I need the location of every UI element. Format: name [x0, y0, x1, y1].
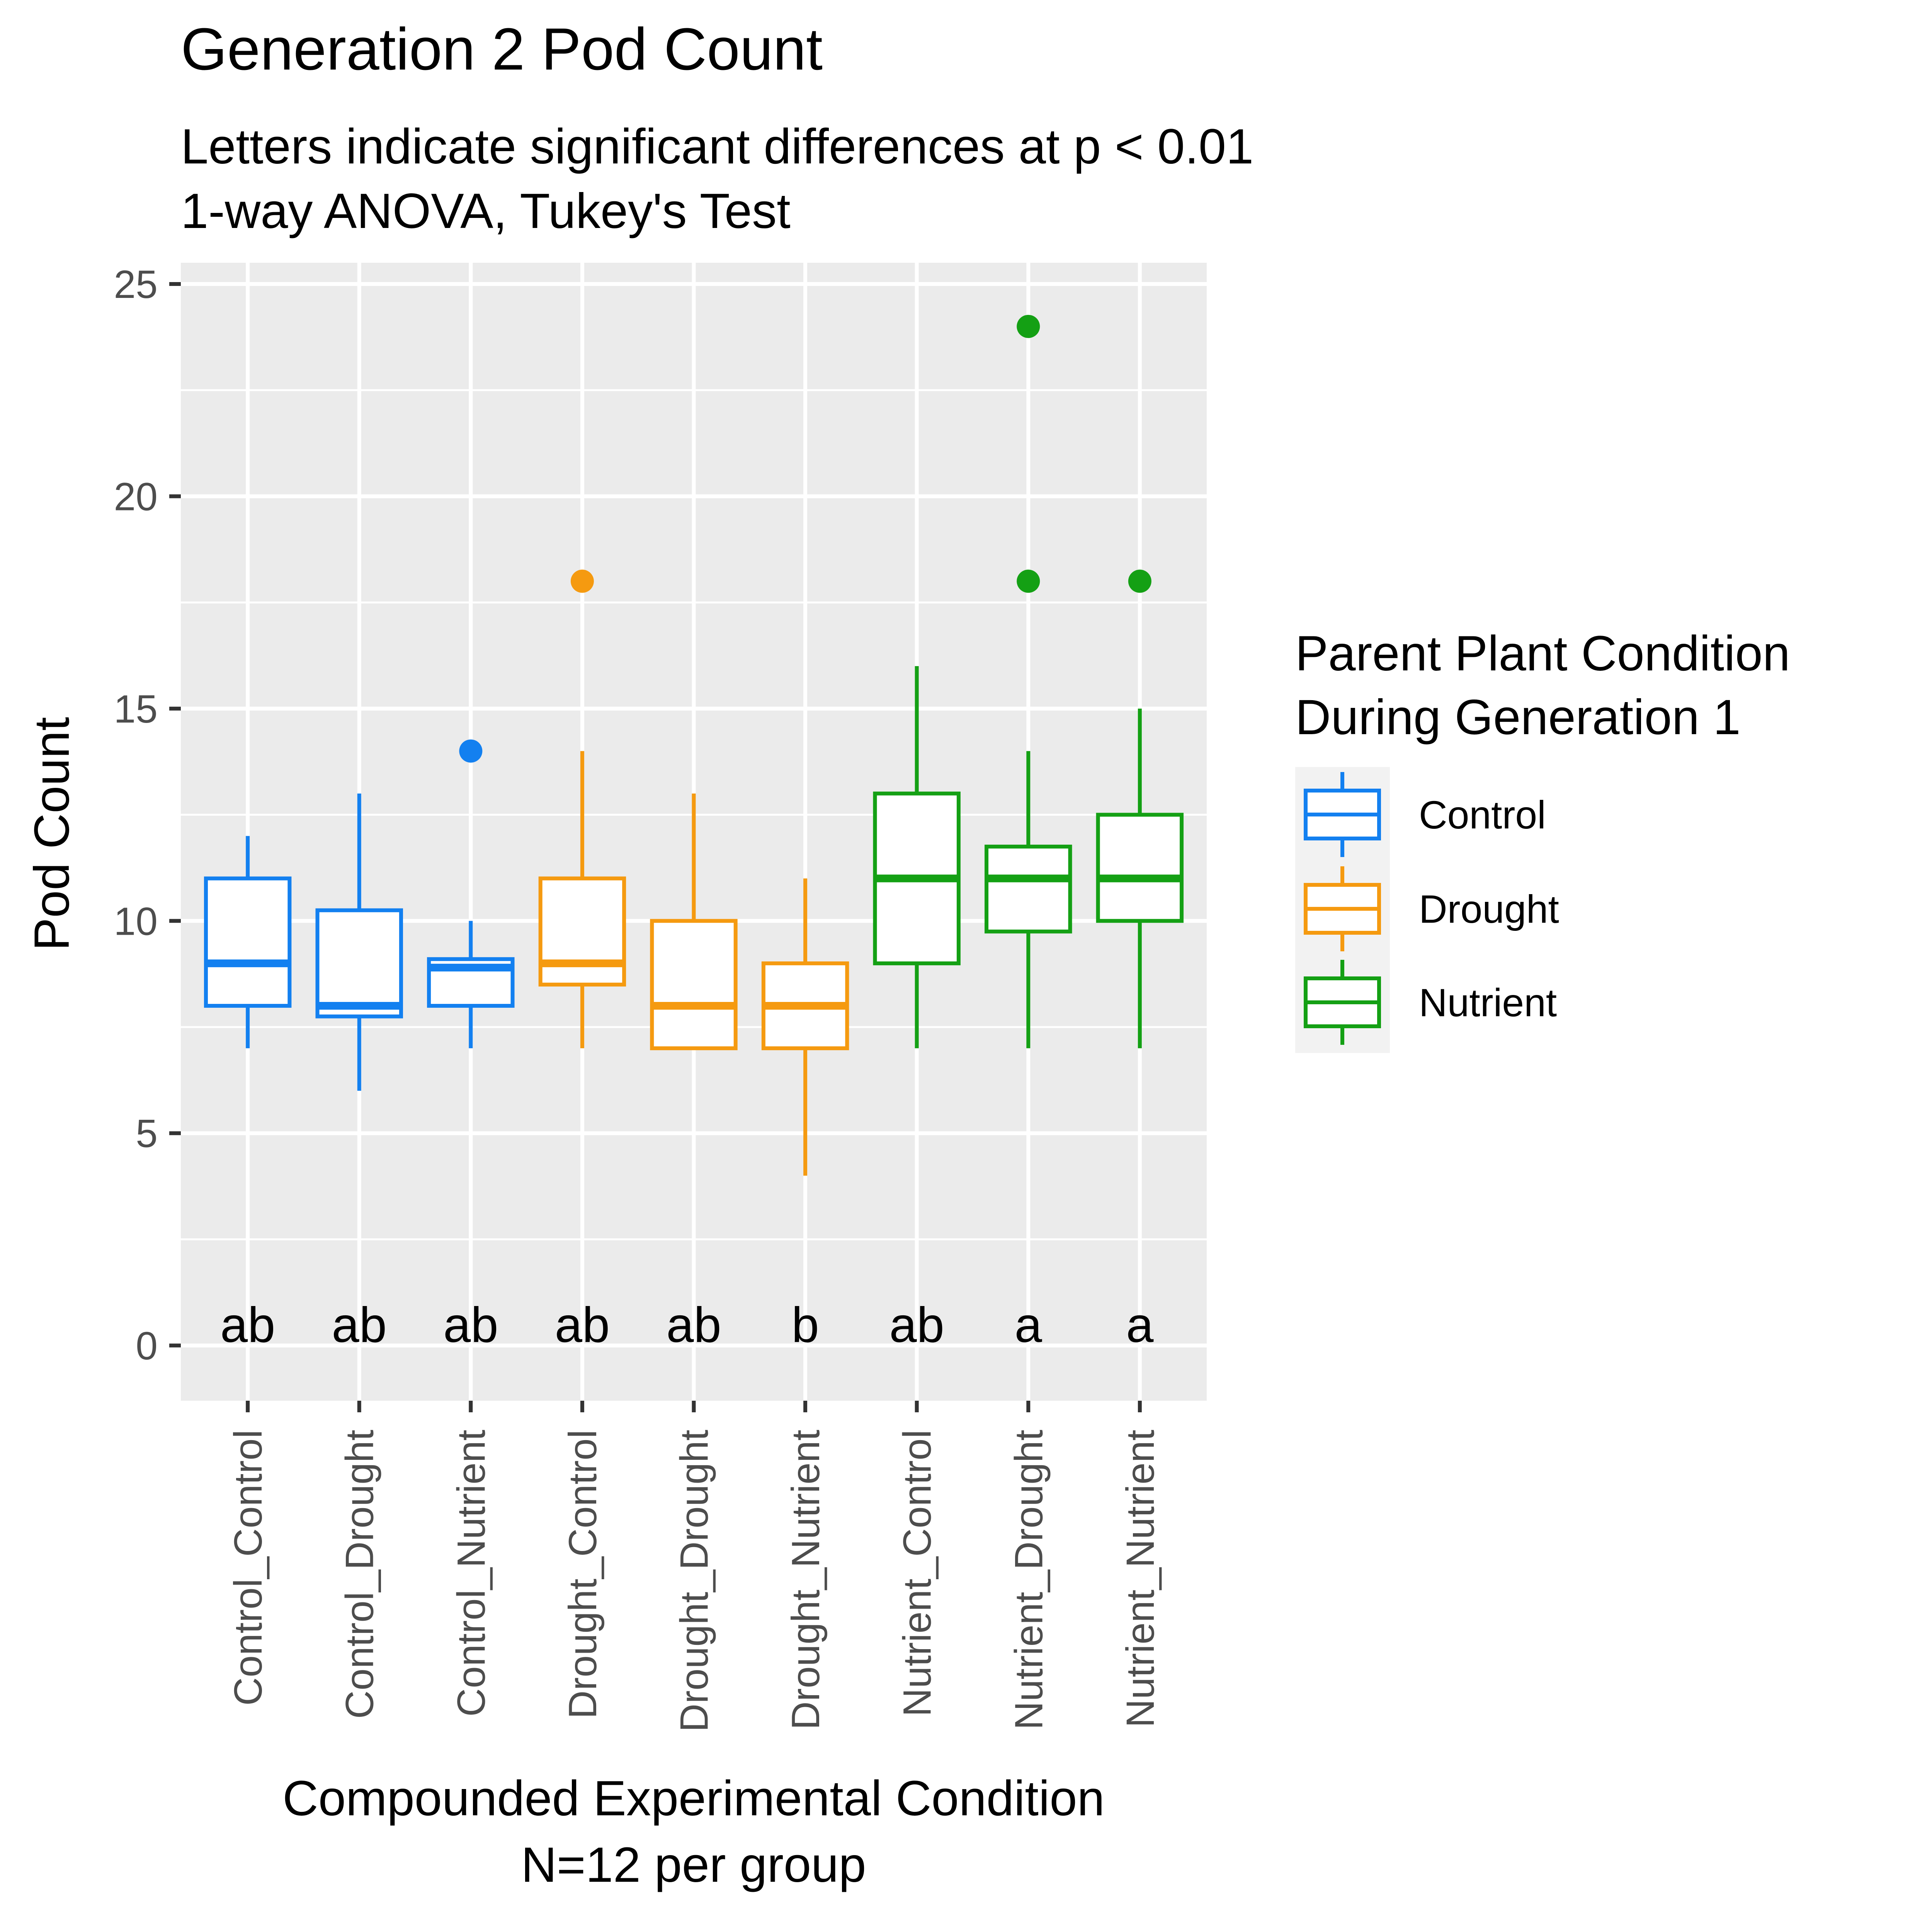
x-tick-label: Drought_Nutrient — [784, 1430, 828, 1730]
chart-subtitle-line-1: Letters indicate significant differences… — [181, 119, 1253, 174]
boxplot-Nutrient_Control — [873, 666, 961, 1048]
significance-letter: a — [1126, 1298, 1154, 1353]
y-tick-label: 15 — [114, 687, 158, 731]
legend-keys: Control Drought Nutrient — [1304, 772, 1559, 1045]
x-tick-label: Control_Control — [226, 1430, 270, 1706]
significance-letter: ab — [666, 1298, 721, 1353]
y-axis-title: Pod Count — [24, 717, 80, 951]
significance-letter: a — [1015, 1298, 1043, 1353]
significance-letter: b — [791, 1298, 819, 1353]
significance-letter: ab — [443, 1298, 498, 1353]
legend-label: Control — [1419, 793, 1546, 837]
boxplot-series — [204, 315, 1184, 1176]
x-axis: Control_Control Control_Drought Control_Nu… — [226, 1401, 1162, 1732]
y-tick-label: 25 — [114, 262, 158, 306]
outlier-point — [459, 739, 483, 763]
x-axis-title-line-2: N=12 per group — [521, 1837, 866, 1893]
x-tick-label: Control_Drought — [338, 1430, 382, 1719]
boxplot-Control_Drought — [315, 793, 403, 1091]
outlier-point — [1017, 315, 1040, 338]
y-tick-label: 10 — [114, 899, 158, 943]
boxplot-Control_Control — [204, 836, 292, 1048]
legend-title-line-2: During Generation 1 — [1295, 690, 1741, 745]
box-iqr — [315, 908, 403, 1019]
box-iqr — [204, 876, 292, 1008]
significance-letter: ab — [332, 1298, 387, 1353]
legend-label: Drought — [1419, 887, 1559, 931]
significance-letter: ab — [220, 1298, 275, 1353]
legend-entry-control: Control — [1304, 772, 1546, 857]
outlier-point — [1128, 570, 1151, 593]
boxplot-Drought_Drought — [650, 793, 738, 1050]
boxplot-Drought_Nutrient — [761, 878, 849, 1176]
boxplot-Nutrient_Nutrient — [1096, 570, 1184, 1048]
legend-entry-nutrient: Nutrient — [1304, 960, 1557, 1045]
significance-letters: ab ab ab ab ab b ab a a — [220, 1298, 1154, 1353]
significance-letter: ab — [889, 1298, 944, 1353]
x-tick-label: Drought_Control — [561, 1430, 605, 1719]
y-axis: 0 5 10 15 20 25 — [114, 262, 181, 1368]
outlier-point — [570, 570, 594, 593]
x-tick-label: Nutrient_Drought — [1007, 1430, 1051, 1730]
x-tick-label: Drought_Drought — [672, 1430, 716, 1732]
y-tick-label: 20 — [114, 474, 158, 519]
box-iqr — [538, 876, 626, 987]
boxplot-Drought_Control — [538, 570, 626, 1048]
x-tick-label: Nutrient_Nutrient — [1118, 1430, 1162, 1728]
outlier-point — [1017, 570, 1040, 593]
boxplot-Control_Nutrient — [427, 739, 515, 1048]
chart-subtitle-line-2: 1-way ANOVA, Tukey's Test — [181, 184, 791, 239]
significance-letter: ab — [555, 1298, 610, 1353]
chart-title: Generation 2 Pod Count — [181, 16, 823, 82]
legend-label: Nutrient — [1419, 981, 1557, 1025]
legend-title-line-1: Parent Plant Condition — [1295, 626, 1790, 681]
legend: Parent Plant Condition During Generation… — [1295, 626, 1790, 1053]
y-tick-label: 0 — [136, 1324, 158, 1368]
x-tick-label: Nutrient_Control — [895, 1430, 939, 1717]
box-iqr — [650, 919, 738, 1050]
boxplot-Nutrient_Drought — [985, 315, 1072, 1048]
y-tick-label: 5 — [136, 1112, 158, 1156]
x-axis-title-line-1: Compounded Experimental Condition — [282, 1771, 1105, 1826]
legend-entry-drought: Drought — [1304, 866, 1559, 951]
box-iqr — [985, 844, 1072, 934]
x-tick-label: Control_Nutrient — [449, 1430, 493, 1717]
box-iqr — [1096, 813, 1184, 923]
